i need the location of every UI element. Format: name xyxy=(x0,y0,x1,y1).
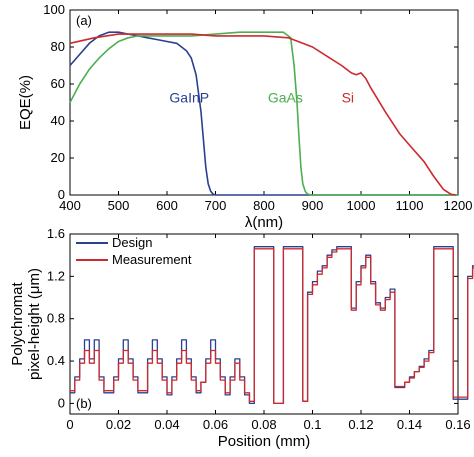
pixel-height-x-axis-label: Position (mm) xyxy=(218,433,311,450)
legend-label-measurement: Measurement xyxy=(112,252,192,267)
pixel-height-x-tick-label: 0.08 xyxy=(251,417,276,432)
eqe-series-si-line xyxy=(69,33,456,196)
eqe-x-tick-label: 1000 xyxy=(347,198,376,213)
pixel-height-x-tick-label: 0.12 xyxy=(348,417,373,432)
eqe-x-tick-label: 1200 xyxy=(444,198,473,213)
pixel-height-y-tick-label: 1.6 xyxy=(47,226,65,241)
eqe-x-tick-label: 600 xyxy=(156,198,178,213)
pixel-height-y-axis-label-line1: Polychromat xyxy=(9,281,26,365)
pixel-height-x-tick-label: 0 xyxy=(66,417,73,432)
eqe-y-axis-label: EQE(%) xyxy=(17,75,34,130)
eqe-annotation-gainp: GaInP xyxy=(169,90,209,106)
eqe-x-tick-label: 1100 xyxy=(396,198,424,213)
pixel-height-x-tick-label: 0.02 xyxy=(106,417,131,432)
eqe-series xyxy=(69,31,458,196)
pixel-height-x-tick-label: 0.14 xyxy=(397,417,422,432)
pixel-height-y-tick-label: 0 xyxy=(58,395,65,410)
eqe-annotations: GaInP GaAs Si xyxy=(169,90,354,106)
eqe-x-tick-label: 900 xyxy=(302,198,324,213)
eqe-y-tick-label: 0 xyxy=(58,187,65,202)
eqe-annotation-gaas: GaAs xyxy=(268,90,303,106)
pixel-height-legend: Design Measurement xyxy=(76,235,192,267)
eqe-y-tick-label: 60 xyxy=(51,76,65,91)
pixel-height-y-tick-label: 0.8 xyxy=(47,311,65,326)
pixel-height-x-tick-label: 0.16 xyxy=(445,417,470,432)
pixel-height-x-tick-label: 0.06 xyxy=(203,417,228,432)
pixel-height-x-tick-label: 0.04 xyxy=(154,417,179,432)
pixel-height-x-tick-label: 0.1 xyxy=(303,417,321,432)
eqe-y-tick-label: 80 xyxy=(51,39,65,54)
eqe-axis-ticks: 400 500 600 700 800 900 1000 1100 1200 0 20 40 60 80 1… xyxy=(43,2,472,213)
eqe-x-tick-label: 800 xyxy=(253,198,275,213)
eqe-x-tick-label: 700 xyxy=(205,198,227,213)
eqe-chart: (a) EQE(%) λ(nm) 400 500 600 700 800 900 1000 1… xyxy=(17,2,472,231)
panel-label-b: (b) xyxy=(76,396,92,411)
eqe-series-gaas-line xyxy=(69,31,458,196)
pixel-height-series xyxy=(70,246,474,405)
pixel-height-y-axis-label-line2: pixel-height (μm) xyxy=(26,268,43,380)
panel-label-a: (a) xyxy=(76,13,92,28)
legend-label-design: Design xyxy=(112,235,152,250)
eqe-annotation-si: Si xyxy=(342,90,354,106)
eqe-x-axis-label: λ(nm) xyxy=(245,214,283,231)
eqe-y-tick-label: 20 xyxy=(51,150,65,165)
pixel-height-axis-ticks: 0 0.02 0.04 0.06 0.08 0.1 0.12 0.14 0.16 0 0.4 0.8 1… xyxy=(47,226,471,432)
eqe-series-gainp-line xyxy=(69,31,458,196)
eqe-y-tick-label: 100 xyxy=(43,2,65,17)
eqe-y-tick-label: 40 xyxy=(51,113,65,128)
pixel-height-series-design-line xyxy=(70,246,474,405)
eqe-x-tick-label: 400 xyxy=(59,198,81,213)
eqe-x-tick-label: 500 xyxy=(108,198,130,213)
pixel-height-y-tick-label: 1.2 xyxy=(47,268,65,283)
pixel-height-chart: (b) Polychromat pixel-height (μm) Positi… xyxy=(9,226,474,450)
pixel-height-series-measurement-line xyxy=(70,248,474,405)
pixel-height-y-tick-label: 0.4 xyxy=(47,353,65,368)
